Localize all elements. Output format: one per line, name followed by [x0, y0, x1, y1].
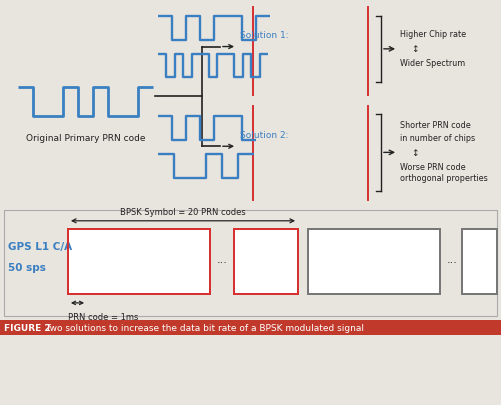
Bar	[81, 230, 87, 295]
Bar	[133, 230, 139, 295]
Bar	[68, 230, 210, 295]
Bar	[260, 230, 266, 295]
Bar	[462, 230, 497, 295]
Bar	[234, 230, 298, 295]
Bar	[107, 230, 113, 295]
Text: 50 sps: 50 sps	[8, 262, 46, 273]
Bar	[348, 230, 354, 295]
Text: ↕: ↕	[411, 45, 418, 54]
Text: BPSK Symbol = 20 PRN codes: BPSK Symbol = 20 PRN codes	[120, 207, 246, 216]
Text: Solution 2:: Solution 2:	[240, 130, 289, 139]
Bar	[387, 230, 394, 295]
Text: GPS L1 C/A: GPS L1 C/A	[8, 241, 72, 252]
Text: Solution 1:: Solution 1:	[240, 31, 289, 40]
Bar	[158, 230, 165, 295]
Bar	[361, 230, 367, 295]
Bar	[473, 230, 479, 295]
Text: FIGURE 2: FIGURE 2	[4, 323, 51, 332]
Bar	[234, 230, 298, 295]
Bar	[120, 230, 126, 295]
Bar	[414, 230, 420, 295]
Bar	[485, 230, 491, 295]
Text: Wider Spectrum: Wider Spectrum	[400, 59, 465, 68]
Bar	[374, 230, 381, 295]
Text: PRN code = 1ms: PRN code = 1ms	[68, 313, 138, 322]
Text: Higher Chip rate: Higher Chip rate	[400, 30, 466, 39]
Bar	[273, 230, 279, 295]
Bar	[94, 230, 100, 295]
Bar	[171, 230, 178, 295]
Bar	[68, 230, 75, 295]
Text: Shorter PRN code: Shorter PRN code	[400, 121, 471, 130]
Text: Original Primary PRN code: Original Primary PRN code	[26, 134, 145, 143]
Text: orthogonal properties: orthogonal properties	[400, 174, 488, 183]
Bar	[321, 230, 328, 295]
Bar	[247, 230, 253, 295]
Bar	[334, 230, 341, 295]
Bar	[400, 230, 407, 295]
Bar	[427, 230, 433, 295]
Bar	[308, 230, 440, 295]
Text: Worse PRN code: Worse PRN code	[400, 162, 465, 171]
Bar	[184, 230, 191, 295]
Bar	[197, 230, 203, 295]
Bar	[462, 230, 468, 295]
Bar	[308, 230, 315, 295]
Bar	[285, 230, 292, 295]
Bar	[145, 230, 152, 295]
Text: ···: ···	[446, 257, 457, 267]
Bar	[462, 230, 497, 295]
Bar	[68, 230, 210, 295]
Bar	[308, 230, 440, 295]
Text: ···: ···	[216, 257, 227, 267]
Text: Two solutions to increase the data bit rate of a BPSK modulated signal: Two solutions to increase the data bit r…	[40, 323, 364, 332]
Text: ↕: ↕	[411, 149, 418, 158]
Text: in number of chips: in number of chips	[400, 133, 475, 142]
Bar	[234, 230, 240, 295]
